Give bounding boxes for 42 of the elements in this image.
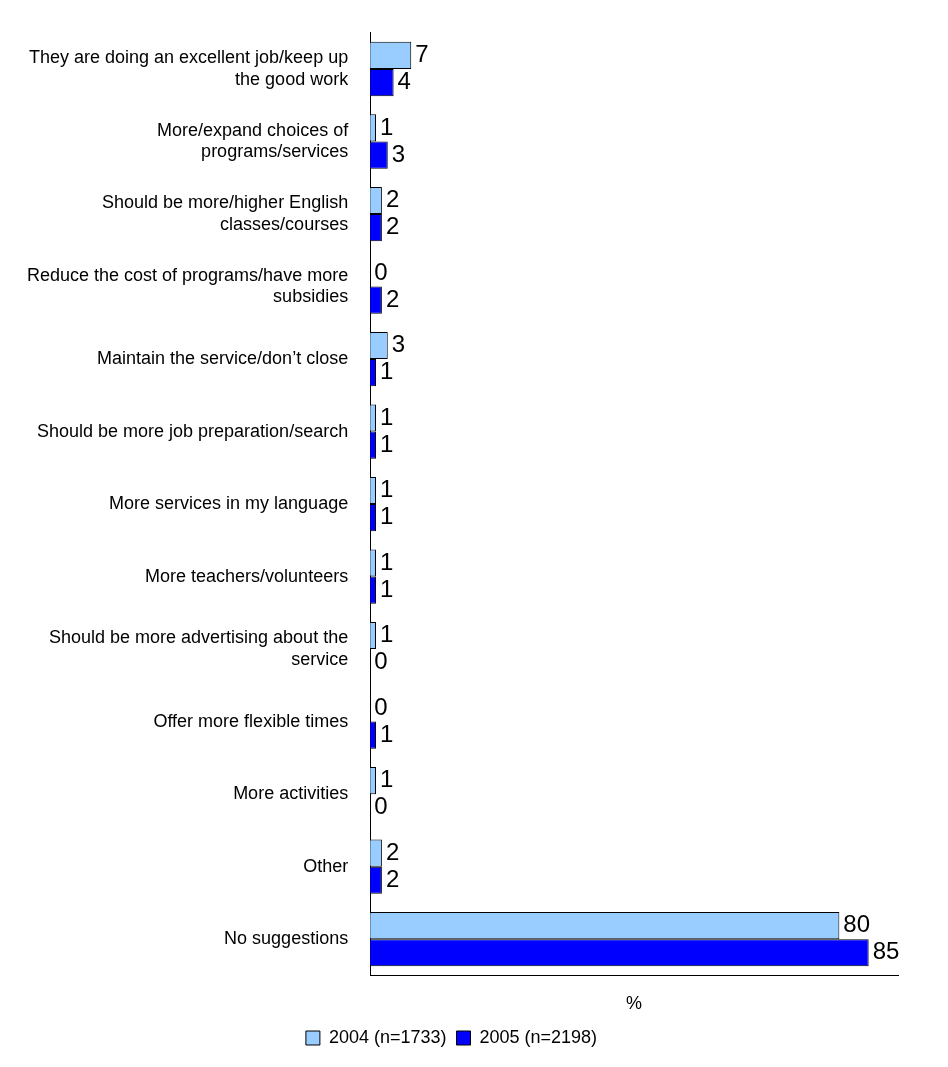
y-tick-label: Maintain the service/don’t close [97,348,349,369]
data-label: 1 [380,620,394,648]
legend-label: 2005 (n=2198) [479,1026,598,1047]
data-label: 2 [385,212,400,240]
y-tick-label: More services in my language [109,493,349,514]
legend-label: 2004 (n=1733) [328,1026,447,1047]
y-tick-label: Other [303,855,349,876]
y-tick-label: Should be more/higher English classes/courses [102,192,349,234]
data-label: 3 [391,330,406,358]
data-label: 1 [380,475,394,503]
data-label: 80 [843,910,871,938]
data-label: 3 [391,139,406,167]
data-label: 2 [385,837,400,865]
data-label: 2 [385,864,400,892]
data-label: 7 [415,40,429,68]
y-tick-label: Offer more flexible times [153,710,349,731]
data-label: 1 [380,502,394,530]
y-tick-label: More teachers/volunteers [145,565,349,586]
data-label: 1 [380,765,394,793]
y-tick-label: More activities [233,783,349,804]
y-tick-label: No suggestions [224,928,349,949]
data-label: 1 [380,719,394,747]
data-label: 1 [380,547,394,575]
data-label: 2 [385,185,400,213]
data-label: 1 [380,402,394,430]
data-label: 0 [374,647,388,675]
data-label: 2 [385,284,400,312]
data-label: 1 [380,112,394,140]
data-label: 0 [374,792,388,820]
y-tick-label: Reduce the cost of programs/have more subsidies [26,264,349,307]
y-tick-label: They are doing an excellent job/keep up the good work [28,47,350,89]
y-tick-label: More/expand choices of programs/services [157,119,350,162]
y-tick-label: Should be more advertising about the service [48,627,349,669]
data-label: 0 [374,692,388,720]
data-label: 85 [872,937,900,965]
data-label: 1 [380,357,394,385]
data-label: 1 [380,574,394,602]
data-label: 1 [380,429,394,457]
data-label: 0 [374,257,388,285]
data-label: 4 [397,67,411,95]
x-axis-title: % [626,993,643,1014]
y-tick-label: Should be more job preparation/search [36,420,349,441]
